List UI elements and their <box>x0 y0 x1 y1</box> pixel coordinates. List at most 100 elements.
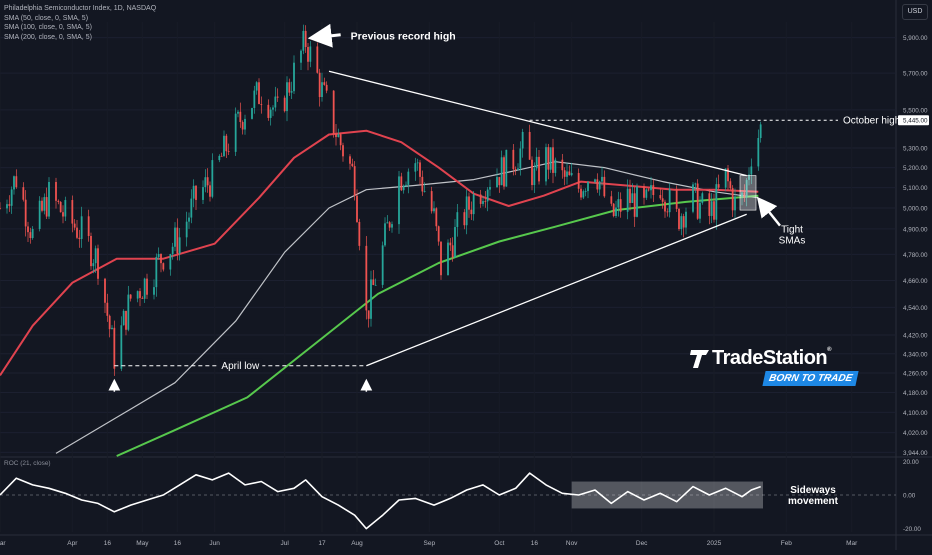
candle-body <box>561 159 564 171</box>
candle-body <box>342 145 344 157</box>
candle-body <box>584 191 587 192</box>
candle-body <box>211 160 214 197</box>
candle-body <box>220 155 223 157</box>
time-tick-label: Mar <box>0 540 6 547</box>
candle-body <box>496 177 498 188</box>
candle-body <box>650 185 652 191</box>
candle-body <box>258 82 260 104</box>
candle-body <box>400 176 403 191</box>
candle-body <box>727 168 729 182</box>
candle-body <box>300 50 302 63</box>
price-axis[interactable]: 5,900.00 5,700.00 5,500.00 5,300.00 5,200.00… <box>898 35 929 457</box>
sideways-label-1: Sideways <box>790 485 836 496</box>
candle-body <box>696 183 699 219</box>
candle-body <box>13 176 15 190</box>
candle-body <box>92 263 95 267</box>
candle-body <box>143 278 146 299</box>
candle-body <box>741 192 743 197</box>
sma-100-line <box>55 161 759 454</box>
sma-200-line <box>116 194 759 457</box>
price-marker-label: 5,445.00 <box>903 118 928 125</box>
candle-body <box>682 216 685 228</box>
candle-body <box>626 188 629 212</box>
candle-body <box>57 200 60 202</box>
candle-body <box>276 96 279 98</box>
candle-body <box>580 188 582 198</box>
candle-body <box>398 176 400 225</box>
candle-body <box>570 173 573 176</box>
candle-body <box>449 242 452 246</box>
candle-body <box>206 177 209 186</box>
candle-body <box>10 189 13 206</box>
candle-body <box>283 97 286 112</box>
sma-100-legend[interactable]: SMA (100, close, 0, SMA, 5) <box>4 24 92 31</box>
candle-body <box>31 228 34 239</box>
candle-body <box>323 82 326 85</box>
candle-body <box>365 245 368 311</box>
candle-body <box>304 30 307 48</box>
candle-body <box>234 113 237 152</box>
candle-body <box>384 223 386 246</box>
candle-body <box>456 212 459 228</box>
candle-body <box>0 208 1 209</box>
trendline <box>328 70 747 177</box>
candle-body <box>699 202 701 219</box>
candle-body <box>692 184 694 212</box>
candle-body <box>274 96 277 108</box>
trendline <box>366 213 747 367</box>
candle-body <box>568 171 571 176</box>
candle-body <box>675 188 678 209</box>
candles <box>0 24 762 376</box>
candle-body <box>421 176 424 192</box>
candle-body <box>290 91 293 93</box>
sma-50-legend[interactable]: SMA (50, close, 0, SMA, 5) <box>4 14 89 22</box>
time-tick-label: 16 <box>174 540 182 547</box>
candle-body <box>486 189 489 202</box>
candle-body <box>356 195 358 222</box>
trademark-mark: ® <box>827 347 832 353</box>
candle-body <box>708 193 711 216</box>
candle-body <box>514 169 517 171</box>
time-tick-label: Dec <box>636 540 648 547</box>
candle-body <box>64 200 67 217</box>
sma-200-legend[interactable]: SMA (200, close, 0, SMA, 5) <box>4 33 92 41</box>
candle-body <box>122 310 125 326</box>
record-high-label: Previous record high <box>351 31 456 43</box>
candle-body <box>76 227 78 238</box>
candle-body <box>136 291 139 299</box>
candle-body <box>120 325 123 369</box>
time-tick-label: Nov <box>566 540 578 547</box>
tradestation-logo: TradeStation® BORN TO TRADE <box>690 346 859 398</box>
candle-body <box>309 46 312 62</box>
roc-legend[interactable]: ROC (21, close) <box>4 460 51 467</box>
candle-body <box>188 217 190 222</box>
candle-body <box>447 242 449 276</box>
candle-body <box>612 203 615 217</box>
candle-body <box>73 223 76 228</box>
candle-body <box>563 170 566 177</box>
candle-body <box>106 302 109 316</box>
roc-line <box>0 472 761 530</box>
candle-body <box>78 237 81 239</box>
candle-body <box>750 166 753 175</box>
candle-body <box>715 184 718 220</box>
candle-body <box>757 137 760 167</box>
candle-body <box>29 232 32 239</box>
candle-body <box>664 201 666 212</box>
currency-button[interactable]: USD <box>902 4 928 20</box>
time-axis[interactable]: Mar Apr 16 May 16 Jun Jul 17 Aug Sep Oct 16 Nov Dec 20… <box>0 540 858 547</box>
candle-body <box>512 149 515 170</box>
candle-body <box>169 254 172 270</box>
brand-tagline: BORN TO TRADE <box>762 371 859 386</box>
candle-body <box>617 199 620 208</box>
candle-body <box>734 196 736 211</box>
candle-body <box>503 157 505 187</box>
symbol-title[interactable]: Philadelphia Semiconductor Index, 1D, NA… <box>4 5 157 12</box>
time-tick-label: 16 <box>531 540 539 547</box>
price-tick-label: 5,500.00 <box>903 107 928 114</box>
candle-body <box>111 327 113 330</box>
candle-body <box>24 199 27 227</box>
price-tick-label: 4,420.00 <box>903 333 928 340</box>
candle-body <box>545 147 547 182</box>
